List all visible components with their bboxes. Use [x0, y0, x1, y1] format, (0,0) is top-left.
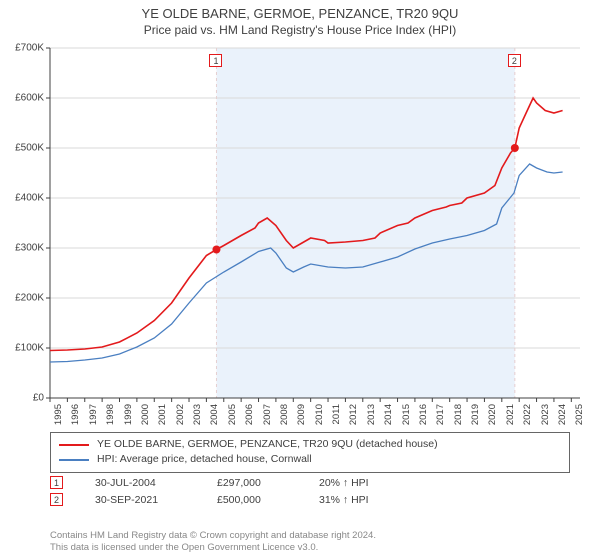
legend-swatch-subject — [59, 444, 89, 446]
legend: YE OLDE BARNE, GERMOE, PENZANCE, TR20 9Q… — [50, 432, 570, 473]
x-tick-label: 2023 — [540, 404, 551, 425]
event-price: £297,000 — [217, 477, 297, 489]
events-table: 1 30-JUL-2004 £297,000 20% ↑ HPI 2 30-SE… — [50, 476, 570, 510]
chart-plot-area: 12 — [50, 48, 580, 398]
y-tick-label: £300K — [15, 243, 44, 254]
event-row: 1 30-JUL-2004 £297,000 20% ↑ HPI — [50, 476, 570, 489]
x-tick-label: 1996 — [70, 404, 81, 425]
x-tick-label: 2010 — [314, 404, 325, 425]
x-axis-labels: 1995 1996 1997 1998 1999 2000 2001 2002 2003 2004… — [50, 400, 580, 430]
chart-event-marker: 2 — [508, 54, 521, 67]
y-tick-label: £700K — [15, 43, 44, 54]
x-tick-label: 2012 — [348, 404, 359, 425]
x-tick-label: 2019 — [470, 404, 481, 425]
x-tick-label: 2022 — [522, 404, 533, 425]
chart-container: YE OLDE BARNE, GERMOE, PENZANCE, TR20 9Q… — [0, 0, 600, 560]
event-price: £500,000 — [217, 494, 297, 506]
x-tick-label: 2000 — [140, 404, 151, 425]
x-tick-label: 2007 — [262, 404, 273, 425]
legend-swatch-hpi — [59, 459, 89, 461]
x-tick-label: 1995 — [53, 404, 64, 425]
legend-item-subject: YE OLDE BARNE, GERMOE, PENZANCE, TR20 9Q… — [59, 437, 561, 452]
y-tick-label: £600K — [15, 93, 44, 104]
y-tick-label: £500K — [15, 143, 44, 154]
x-tick-label: 2011 — [331, 404, 342, 424]
y-tick-label: £200K — [15, 293, 44, 304]
y-tick-label: £100K — [15, 343, 44, 354]
y-tick-label: £0 — [33, 393, 44, 404]
event-diff: 20% ↑ HPI — [319, 477, 409, 489]
x-tick-label: 2002 — [175, 404, 186, 425]
chart-subtitle: Price paid vs. HM Land Registry's House … — [0, 23, 600, 37]
event-marker-icon: 1 — [50, 476, 63, 489]
x-tick-label: 2018 — [453, 404, 464, 425]
x-tick-label: 2017 — [435, 404, 446, 425]
event-diff: 31% ↑ HPI — [319, 494, 409, 506]
footer-line: This data is licensed under the Open Gov… — [50, 542, 376, 554]
event-row: 2 30-SEP-2021 £500,000 31% ↑ HPI — [50, 493, 570, 506]
x-tick-label: 2021 — [505, 404, 516, 425]
event-date: 30-SEP-2021 — [95, 494, 195, 506]
x-tick-label: 2001 — [157, 404, 168, 425]
chart-svg — [50, 48, 580, 398]
x-tick-label: 1997 — [88, 404, 99, 425]
x-tick-label: 2025 — [574, 404, 585, 425]
title-block: YE OLDE BARNE, GERMOE, PENZANCE, TR20 9Q… — [0, 0, 600, 37]
x-tick-label: 2016 — [418, 404, 429, 425]
x-tick-label: 2013 — [366, 404, 377, 425]
chart-title: YE OLDE BARNE, GERMOE, PENZANCE, TR20 9Q… — [0, 6, 600, 21]
y-axis-labels: £0£100K£200K£300K£400K£500K£600K£700K — [0, 48, 48, 398]
x-tick-label: 2009 — [296, 404, 307, 425]
legend-label-subject: YE OLDE BARNE, GERMOE, PENZANCE, TR20 9Q… — [97, 437, 438, 452]
legend-item-hpi: HPI: Average price, detached house, Corn… — [59, 452, 561, 467]
x-tick-label: 1999 — [123, 404, 134, 425]
x-tick-label: 1998 — [105, 404, 116, 425]
x-tick-label: 2003 — [192, 404, 203, 425]
x-tick-label: 2008 — [279, 404, 290, 425]
event-marker-icon: 2 — [50, 493, 63, 506]
x-tick-label: 2014 — [383, 404, 394, 425]
footer-attribution: Contains HM Land Registry data © Crown c… — [50, 530, 376, 554]
x-tick-label: 2005 — [227, 404, 238, 425]
event-date: 30-JUL-2004 — [95, 477, 195, 489]
footer-line: Contains HM Land Registry data © Crown c… — [50, 530, 376, 542]
chart-event-marker: 1 — [209, 54, 222, 67]
x-tick-label: 2020 — [487, 404, 498, 425]
y-tick-label: £400K — [15, 193, 44, 204]
x-tick-label: 2024 — [557, 404, 568, 425]
legend-label-hpi: HPI: Average price, detached house, Corn… — [97, 452, 312, 467]
x-tick-label: 2006 — [244, 404, 255, 425]
x-tick-label: 2015 — [401, 404, 412, 425]
x-tick-label: 2004 — [209, 404, 220, 425]
